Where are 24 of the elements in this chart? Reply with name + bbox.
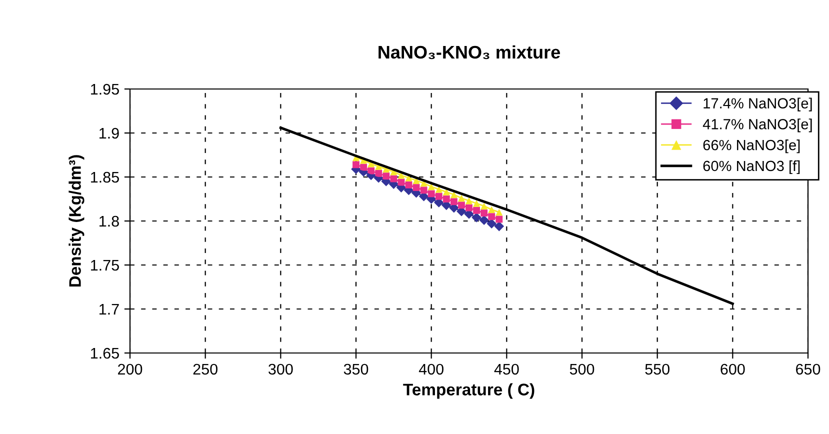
y-tick-label: 1.9 — [100, 128, 119, 139]
x-tick-label: 450 — [494, 364, 519, 375]
x-tick-label: 650 — [796, 364, 820, 375]
chart-title: NaNO₃-KNO₃ mixture — [378, 45, 560, 60]
x-tick-label: 300 — [268, 364, 293, 375]
y-tick-label: 1.75 — [91, 260, 119, 271]
legend-label: 60% NaNO3 [f] — [703, 160, 800, 174]
y-tick-label: 1.7 — [100, 304, 119, 315]
x-tick-label: 250 — [193, 364, 218, 375]
legend-label: 17.4% NaNO3[e] — [704, 98, 812, 112]
x-tick-label: 200 — [118, 364, 142, 375]
y-tick-label: 1.95 — [91, 84, 119, 95]
x-tick-label: 400 — [418, 364, 444, 375]
y-tick-label: 1.65 — [91, 348, 119, 359]
y-tick-label: 1.8 — [100, 216, 119, 227]
x-tick-label: 500 — [570, 364, 594, 375]
x-tick-label: 350 — [344, 364, 368, 375]
x-tick-label: 600 — [720, 364, 745, 375]
x-axis-title: Temperature ( C) — [403, 383, 534, 399]
y-axis-title: Density (Kg/dm³) — [68, 155, 84, 287]
legend-label: 41.7% NaNO3[e] — [702, 118, 812, 132]
y-tick-label: 1.85 — [91, 172, 119, 183]
legend-label: 66% NaNO3[e] — [703, 140, 800, 154]
x-tick-label: 550 — [645, 364, 670, 375]
